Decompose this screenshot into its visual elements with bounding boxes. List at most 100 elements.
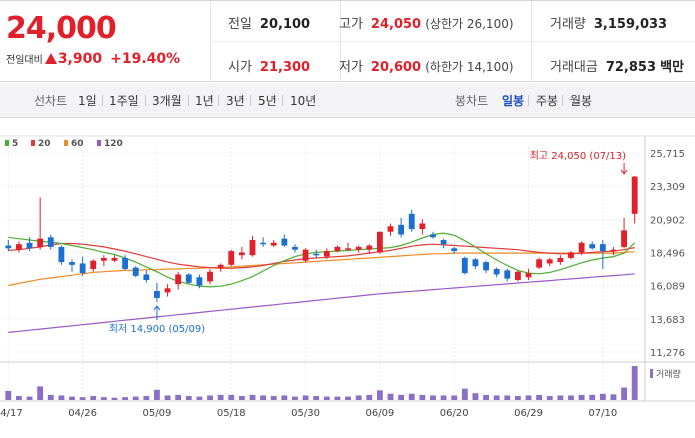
volume-bar [90,396,97,400]
change-label: 전일대비 [6,55,43,66]
candle-chart-label: 봉차트 [455,94,489,108]
candle-body [599,244,606,252]
volume-bar [228,394,235,400]
divider [562,95,563,106]
divider [210,41,695,42]
candle-body [185,274,192,283]
candle-body [132,267,139,276]
volume-bar [249,394,256,400]
volume-bar [207,395,213,400]
candle-body [472,259,479,267]
volume-bar [196,396,203,400]
candle-body [568,252,574,258]
tab-monthly[interactable]: 월봉 [570,94,593,108]
volume-bar [430,395,436,400]
candle-body [238,252,245,256]
candle-body [196,277,203,286]
x-tick-label: 04/17 [0,408,23,419]
candle-body [589,244,596,249]
max-annotation-arrowhead [620,169,628,175]
volume-bar [546,396,553,400]
tab-daily[interactable]: 일봉 [502,94,525,108]
stat-volume: 거래량 3,159,033 [550,17,668,32]
volume-bar [16,396,22,400]
volume-bar [408,393,415,400]
candle-body [313,253,320,256]
candle-body [47,237,54,247]
candle-body [631,176,638,214]
x-tick-label: 06/09 [365,408,394,419]
candle-body [143,274,150,281]
legend-swatch [5,140,9,146]
volume-bar [47,394,54,400]
stat-open: 시가 21,300 [228,60,311,75]
candle-body [408,213,415,230]
candle-body [154,291,160,298]
tab-weekly[interactable]: 주봉 [536,94,559,108]
tab-1w[interactable]: 1주일 [109,94,139,108]
ma60-line [8,251,635,287]
tab-3m[interactable]: 3개월 [152,94,182,108]
candle-body [419,223,426,230]
volume-bar [238,396,245,400]
legend-label: 20 [38,139,51,149]
min-annotation-label: 최저 14,900 (05/09) [109,323,205,335]
divider [188,95,189,106]
stat-high: 고가 24,050 (상한가 26,100) [339,17,514,32]
divider [218,95,219,106]
volume-bar [175,394,182,400]
candle-body [398,224,405,235]
candle-body [58,246,65,263]
volume-bar [621,387,627,400]
candle-body [16,244,22,250]
volume-bar [260,395,267,400]
x-tick-label: 05/30 [291,408,320,419]
volume-legend-swatch [650,369,653,378]
candle-body [610,249,617,252]
stat-trade-value: 거래대금 72,853 백만 [550,60,685,75]
volume-bar [419,394,426,400]
tab-1y[interactable]: 1년 [195,94,214,108]
volume-legend-label: 거래량 [656,368,681,380]
y-tick-label: 18,496 [650,249,685,260]
volume-bar [313,396,320,400]
volume-bar [334,396,341,400]
candle-body [302,249,309,261]
candle-body [79,263,86,274]
tab-1d[interactable]: 1일 [78,94,97,108]
candle-body [100,257,107,261]
candle-body [430,234,436,238]
volume-bar [514,396,521,400]
volume-bar [387,393,394,400]
price-change: 전일대비 3,900 +19.40% [6,51,180,67]
legend-swatch [31,140,35,146]
candle-body [228,251,235,265]
legend-label: 120 [104,139,123,149]
candle-body [260,242,267,245]
legend-label: 5 [12,139,18,149]
volume-bar [451,395,458,400]
volume-bar [154,389,160,400]
divider [145,95,146,106]
candle-body [440,240,447,245]
y-tick-label: 13,683 [650,315,685,326]
candle-body [334,246,341,252]
candle-body [376,231,383,253]
legend-swatch [97,140,101,146]
candle-body [461,257,468,274]
ma120-line [8,273,635,333]
stat-prev-close: 전일 20,100 [228,17,311,32]
volume-bar [302,395,309,400]
candle-body [270,242,277,246]
tab-5y[interactable]: 5년 [258,94,277,108]
x-tick-label: 05/09 [143,408,172,419]
divider [250,95,251,106]
tab-3y[interactable]: 3년 [226,94,245,108]
candle-body [621,230,627,247]
candle-body [451,248,458,252]
volume-bar [132,396,139,400]
x-tick-label: 07/10 [588,408,617,419]
volume-bar [568,395,574,400]
tab-10y[interactable]: 10년 [290,94,317,108]
volume-bar [143,396,150,400]
